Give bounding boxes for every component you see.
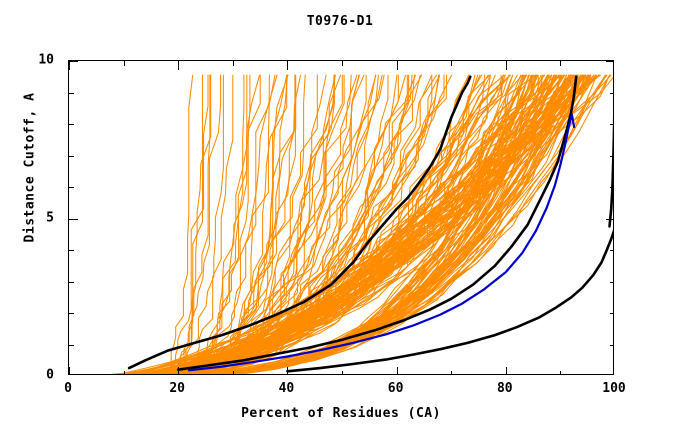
model-curve: [127, 74, 556, 374]
model-curve: [219, 74, 549, 374]
y-tick-labels: 0 5 10: [0, 53, 62, 383]
page-title: T0976-D1: [306, 14, 374, 29]
x-tick: [287, 61, 288, 70]
model-curve: [168, 74, 224, 374]
model-curve: [217, 74, 510, 374]
x-tick: [124, 371, 125, 374]
y-tick: [610, 282, 613, 283]
x-tick: [397, 61, 398, 70]
model-curve: [131, 74, 590, 374]
x-tick-label: 0: [64, 381, 72, 396]
model-curves-group: [110, 74, 613, 374]
model-curve: [174, 74, 234, 374]
model-curve: [123, 74, 576, 374]
y-tick-label: 0: [46, 367, 54, 383]
model-curve: [219, 74, 549, 374]
model-curve: [169, 74, 212, 374]
x-tick: [124, 61, 125, 66]
model-curve: [156, 74, 194, 374]
x-tick-label: 20: [169, 381, 186, 396]
y-tick: [69, 124, 74, 125]
y-tick: [69, 93, 74, 94]
y-tick: [610, 345, 613, 346]
x-tick-label: 60: [387, 381, 404, 396]
model-curve: [188, 74, 270, 374]
x-tick: [397, 367, 398, 374]
y-tick: [610, 156, 613, 157]
x-tick: [560, 61, 561, 66]
reference-curves-group: [127, 75, 613, 373]
y-tick: [69, 187, 74, 188]
x-tick: [560, 371, 561, 374]
y-axis-title: Distance Cutoff, A: [22, 92, 38, 243]
y-tick-label: 10: [38, 52, 54, 68]
plot-area: [68, 60, 614, 375]
model-curve: [220, 74, 522, 374]
curve-canvas: [110, 74, 613, 374]
y-tick: [610, 187, 613, 188]
model-curve: [193, 74, 289, 374]
x-tick: [178, 367, 179, 374]
x-tick: [287, 367, 288, 374]
y-tick-label: 5: [46, 210, 54, 225]
y-tick: [69, 219, 78, 220]
model-curve: [161, 74, 211, 374]
x-tick: [342, 61, 343, 66]
x-tick: [506, 367, 507, 374]
x-axis-title: Percent of Residues (CA): [241, 406, 441, 421]
y-tick: [610, 124, 613, 125]
reference-curve-black-reference-middle: [176, 75, 578, 371]
reference-curve-blue-reference: [188, 113, 576, 372]
y-tick: [69, 282, 74, 283]
x-tick: [69, 61, 70, 70]
x-tick: [233, 61, 234, 66]
model-curve: [182, 74, 278, 374]
x-tick: [451, 371, 452, 374]
x-tick: [178, 61, 179, 70]
y-tick: [69, 250, 74, 251]
reference-curve-black-reference-upper: [127, 75, 472, 370]
reference-curve-black-reference-lower: [286, 229, 613, 373]
y-tick: [69, 313, 74, 314]
y-tick: [606, 61, 613, 62]
x-tick: [342, 371, 343, 374]
x-tick-label: 100: [602, 381, 626, 396]
y-tick: [610, 93, 613, 94]
model-curve: [169, 74, 204, 374]
model-curve: [139, 74, 526, 374]
y-tick: [69, 156, 74, 157]
x-tick-labels: 0 20 40 60 80 100: [64, 381, 626, 401]
y-tick: [610, 313, 613, 314]
x-tick-label: 80: [496, 381, 513, 396]
x-tick: [233, 371, 234, 374]
model-curve: [110, 74, 574, 374]
y-tick: [606, 219, 613, 220]
y-tick: [69, 61, 78, 62]
x-tick: [451, 61, 452, 66]
reference-curve-black-reference-right-vertical: [608, 115, 613, 228]
x-tick-label: 40: [278, 381, 295, 396]
model-curve: [217, 74, 530, 374]
x-tick: [506, 61, 507, 70]
y-tick: [610, 250, 613, 251]
model-curve: [226, 74, 526, 374]
y-tick: [69, 345, 74, 346]
model-curve: [158, 74, 209, 374]
model-curve: [184, 74, 251, 374]
x-tick: [69, 367, 70, 374]
